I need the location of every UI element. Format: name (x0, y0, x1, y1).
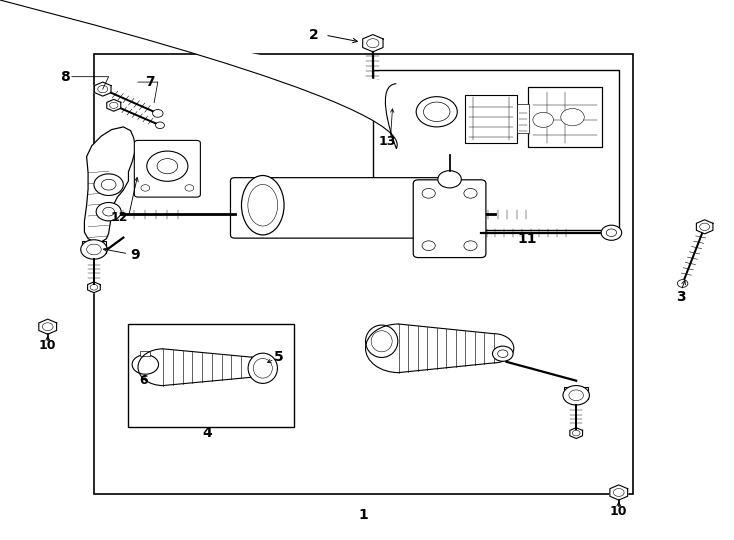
Circle shape (153, 110, 163, 117)
Ellipse shape (241, 176, 284, 235)
Text: 8: 8 (59, 70, 70, 84)
Polygon shape (570, 428, 583, 438)
Bar (564, 387, 588, 399)
Circle shape (437, 171, 461, 188)
Circle shape (563, 386, 589, 405)
Circle shape (601, 225, 622, 240)
Circle shape (422, 241, 435, 251)
Polygon shape (697, 220, 713, 234)
Circle shape (132, 355, 159, 374)
Text: 3: 3 (676, 290, 686, 304)
Ellipse shape (366, 325, 398, 357)
Bar (373, 70, 619, 230)
Polygon shape (84, 127, 136, 242)
Circle shape (464, 188, 477, 198)
Text: 11: 11 (517, 232, 537, 246)
Bar (82, 241, 106, 253)
Text: 4: 4 (203, 426, 213, 440)
Polygon shape (106, 99, 121, 111)
Bar (94, 54, 633, 494)
Text: 13: 13 (378, 135, 396, 148)
Polygon shape (363, 35, 383, 52)
Text: 7: 7 (145, 75, 155, 89)
Text: 5: 5 (274, 350, 283, 365)
Circle shape (147, 151, 188, 181)
Polygon shape (39, 319, 57, 334)
Circle shape (156, 122, 164, 129)
Circle shape (81, 240, 107, 259)
Polygon shape (610, 485, 628, 500)
Circle shape (561, 109, 584, 126)
FancyBboxPatch shape (134, 140, 200, 197)
Text: 10: 10 (39, 339, 57, 352)
Circle shape (424, 102, 450, 122)
Polygon shape (87, 282, 101, 293)
Circle shape (185, 185, 194, 191)
Bar (128, 324, 294, 427)
Text: 10: 10 (610, 505, 628, 518)
Bar (140, 351, 150, 356)
Polygon shape (95, 82, 111, 96)
Ellipse shape (248, 353, 277, 383)
Bar (528, 87, 602, 147)
Circle shape (533, 112, 553, 127)
Text: 12: 12 (111, 211, 128, 224)
PathPatch shape (0, 84, 402, 540)
Circle shape (141, 185, 150, 191)
Bar (465, 94, 517, 143)
Circle shape (677, 280, 688, 287)
Circle shape (416, 97, 457, 127)
Bar (517, 104, 529, 133)
Text: 1: 1 (358, 508, 368, 522)
FancyBboxPatch shape (413, 180, 486, 258)
Circle shape (422, 188, 435, 198)
FancyBboxPatch shape (230, 178, 441, 238)
Circle shape (464, 241, 477, 251)
Circle shape (493, 346, 513, 361)
Circle shape (96, 202, 121, 221)
Text: 9: 9 (131, 248, 140, 262)
Circle shape (94, 174, 123, 195)
Text: 2: 2 (309, 28, 319, 42)
Text: 6: 6 (139, 374, 148, 387)
